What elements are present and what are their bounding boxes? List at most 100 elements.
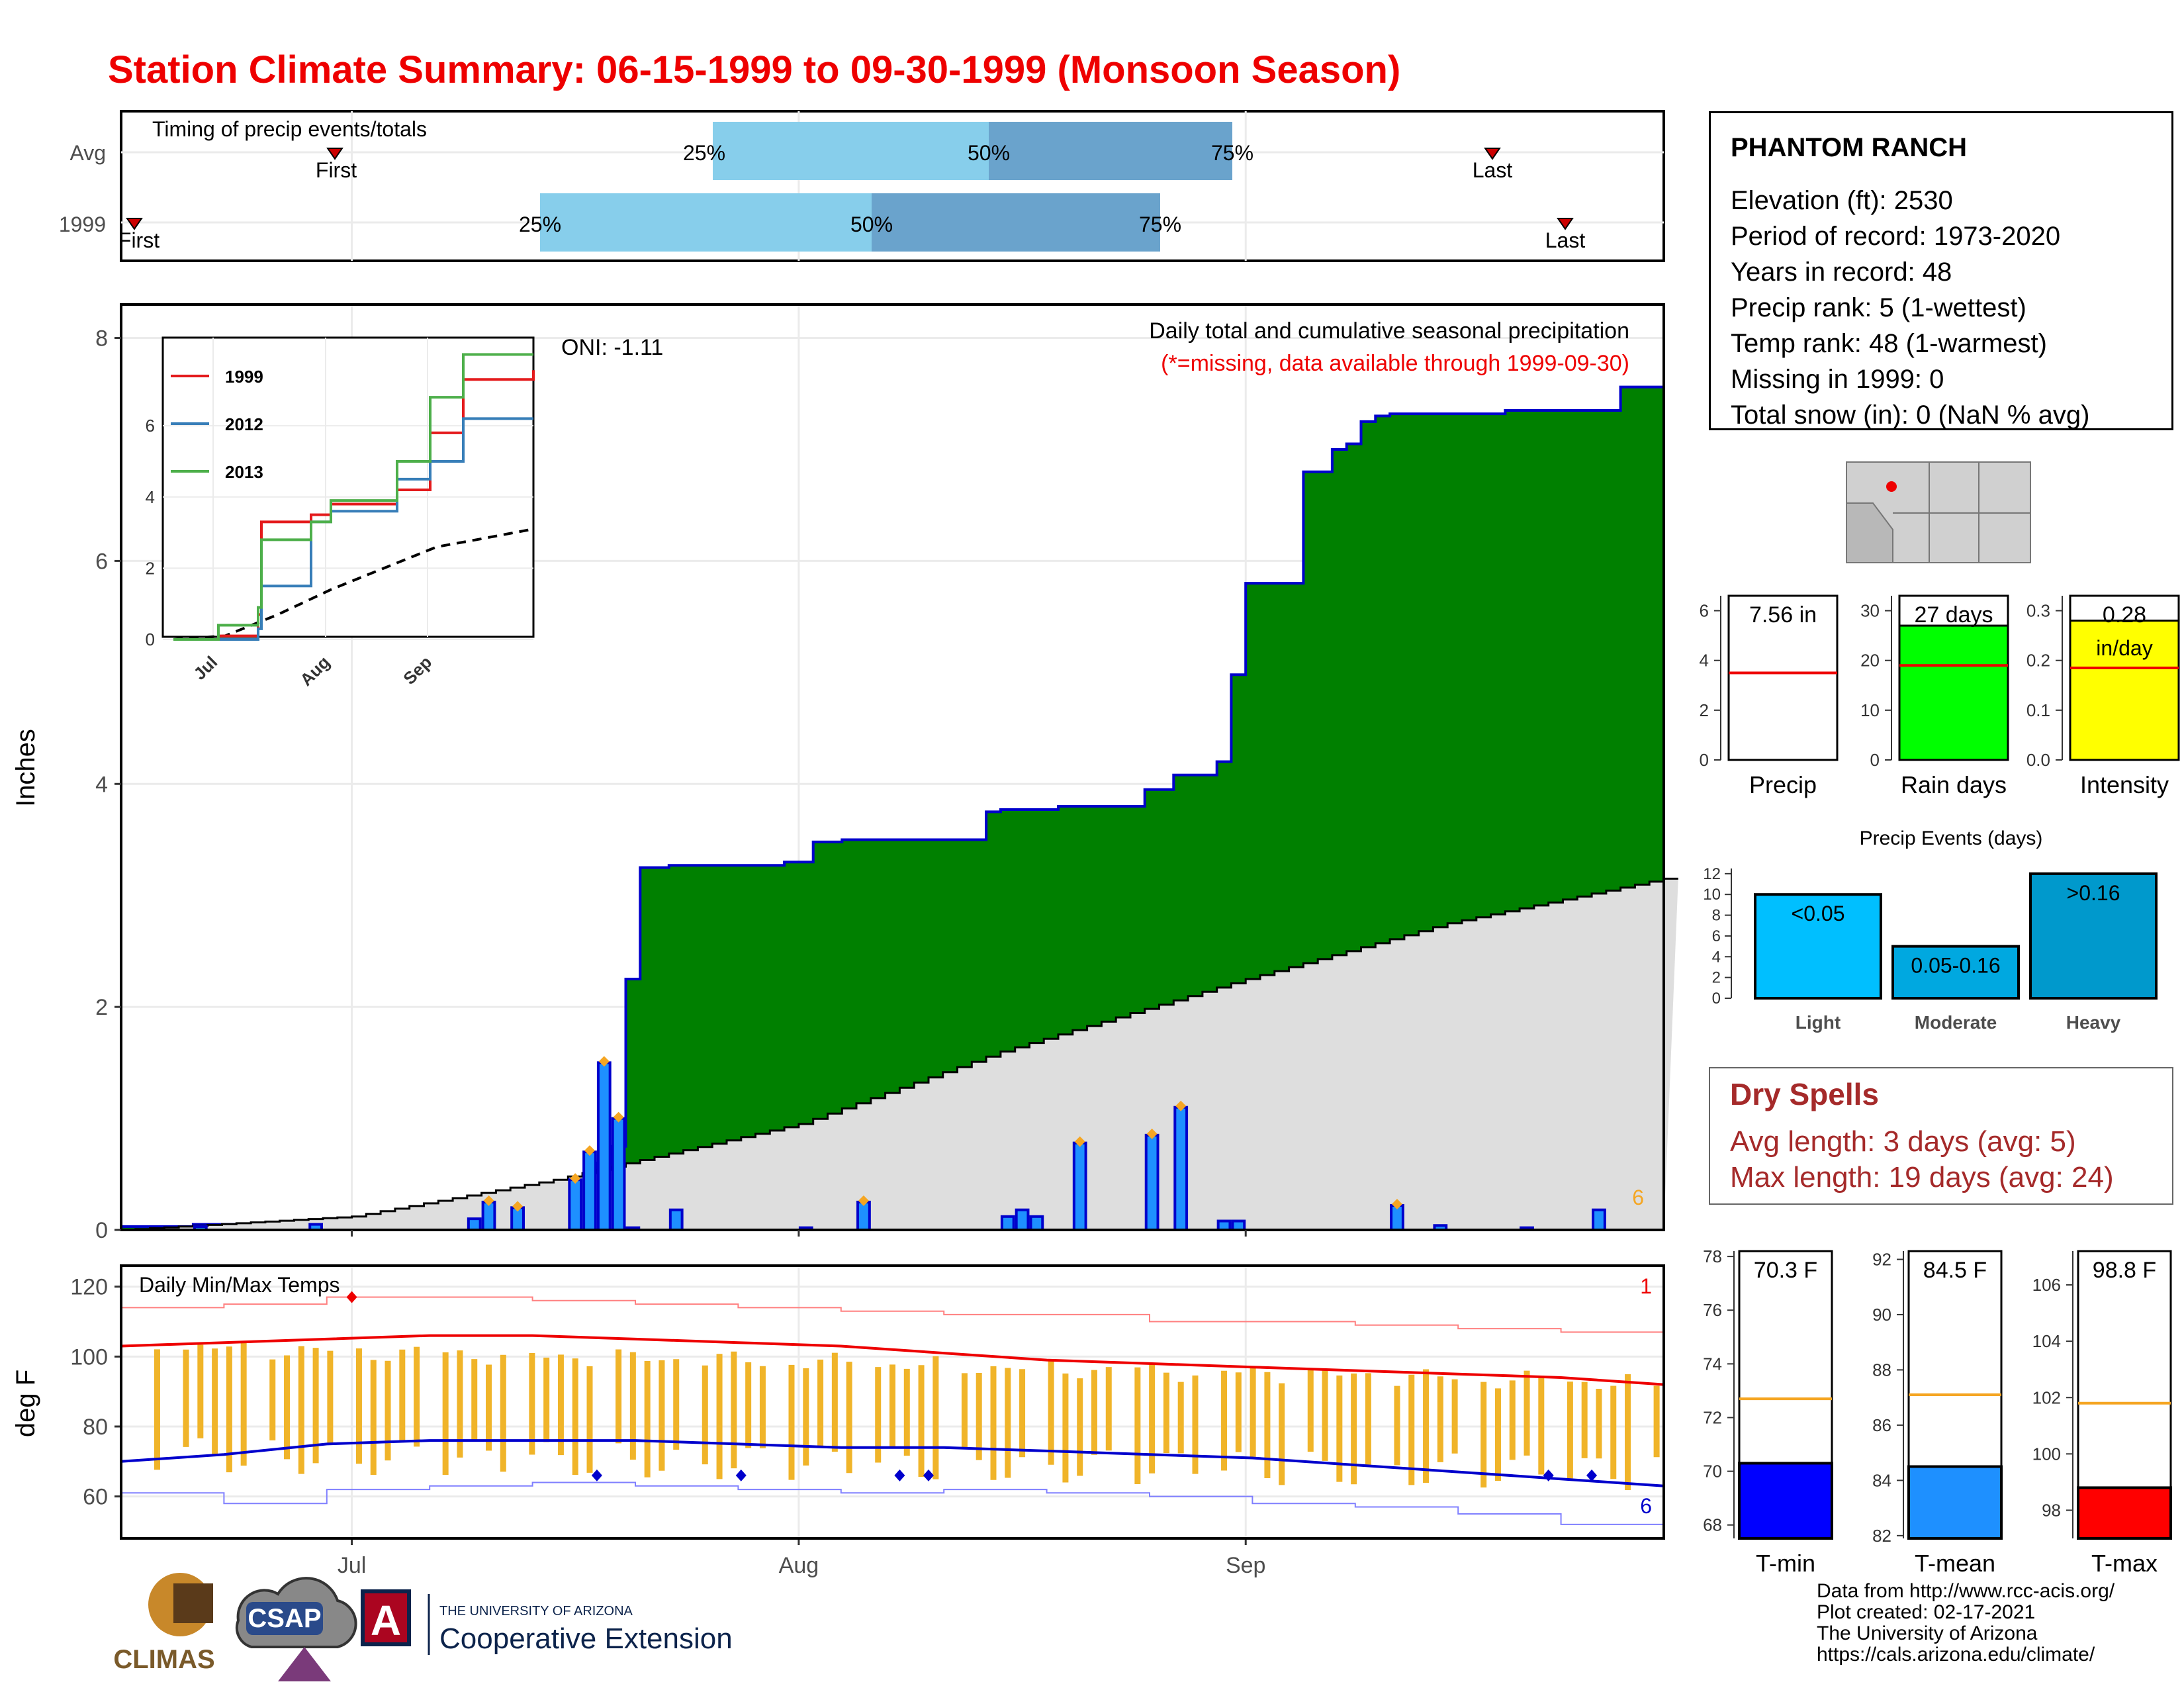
temp-bar-tick-label: 68	[1703, 1515, 1722, 1535]
yr-quartile-25-50	[540, 193, 872, 252]
event-bar	[1754, 893, 1882, 1000]
temps-y-tick-label: 60	[83, 1485, 108, 1510]
temp-bar-value	[2077, 1486, 2172, 1540]
event-bar-label: 0.05-0.16	[1911, 954, 2000, 978]
daily-precip-bar	[596, 1061, 612, 1231]
temps-count-min: 6	[1640, 1494, 1652, 1518]
yr-p75-label: 75%	[1139, 212, 1181, 236]
temp-bar-tick-label: 84	[1872, 1470, 1891, 1490]
heavy-event-marker	[1175, 1100, 1187, 1111]
daily-precip-bar	[1144, 1133, 1160, 1231]
mini-bar-label: Rain days	[1901, 771, 2007, 798]
temp-bar-value-label: 98.8 F	[2093, 1258, 2156, 1283]
timing-row-label: Avg	[69, 141, 106, 165]
footer-line: Plot created: 02-17-2021	[1817, 1601, 2036, 1623]
mini-bar-tick-label: 30	[1860, 601, 1880, 621]
info-snow: Total snow (in): 0 (NaN % avg)	[1731, 400, 2090, 430]
dry-spells-box: Dry Spells Avg length: 3 days (avg: 5) M…	[1709, 1067, 2173, 1205]
temp-series-line	[120, 1439, 1664, 1487]
temp-bar-tick-label: 70	[1703, 1462, 1722, 1481]
record-min-marker	[1543, 1469, 1554, 1481]
temp-bar-value-label: 70.3 F	[1754, 1258, 1817, 1283]
daily-precip-bar	[582, 1150, 597, 1232]
temp-series-line	[120, 1334, 1664, 1386]
daily-precip-bar	[1592, 1208, 1606, 1231]
yr-last-marker	[1557, 218, 1574, 230]
heavy-event-marker	[858, 1195, 869, 1206]
heavy-event-marker	[598, 1056, 610, 1067]
temp-bar-tick-label: 74	[1703, 1354, 1722, 1374]
temps-x-tick-label: Aug	[779, 1553, 819, 1578]
avg-p75-label: 75%	[1211, 141, 1253, 165]
avg-first-marker	[326, 148, 343, 160]
inset-series-line	[173, 353, 533, 641]
footer-line: Data from http://www.rcc-acis.org/	[1817, 1580, 2115, 1602]
dry-spells-max: Max length: 19 days (avg: 24)	[1730, 1161, 2114, 1194]
avg-p25-label: 25%	[683, 141, 725, 165]
mini-bar-unit: in/day	[2096, 636, 2152, 660]
record-min-marker	[923, 1469, 934, 1481]
temp-bar-label: T-min	[1756, 1550, 1815, 1577]
events-tick-label: 6	[1712, 927, 1721, 945]
heavy-event-marker	[483, 1195, 494, 1206]
daily-precip-bar	[1015, 1208, 1030, 1231]
mini-bar-value	[1727, 594, 1839, 761]
ua-logo-small-text: THE UNIVERSITY OF ARIZONA	[439, 1604, 633, 1618]
climas-logo-block	[173, 1583, 213, 1623]
temp-bar-tick-label: 88	[1872, 1360, 1891, 1380]
mini-bar-tick-label: 10	[1860, 700, 1880, 720]
page-title: Station Climate Summary: 06-15-1999 to 0…	[108, 48, 1401, 91]
mini-bar-tick-label: 0.0	[2026, 750, 2050, 770]
heavy-event-marker	[584, 1145, 596, 1156]
record-max-marker	[346, 1291, 357, 1303]
mini-bar-value	[2069, 620, 2180, 761]
mini-bar-tick-label: 0.1	[2026, 700, 2050, 720]
record-min-marker	[591, 1469, 602, 1481]
events-tick-label: 10	[1703, 886, 1721, 904]
temp-bar-tick-label: 102	[2032, 1387, 2061, 1407]
event-bar-label: >0.16	[2067, 881, 2120, 905]
daily-precip-bar	[1029, 1215, 1044, 1232]
temp-bar-tick-label: 92	[1872, 1250, 1891, 1270]
average-cumulative-line	[121, 877, 1678, 1231]
dry-spells-title: Dry Spells	[1730, 1077, 1879, 1111]
daily-precip-bar	[611, 1117, 626, 1232]
temp-bar-value	[1907, 1465, 2003, 1540]
temps-x-tick-label: Jul	[338, 1553, 366, 1578]
mini-bar-tick-label: 0	[1870, 750, 1880, 770]
footer-line: The University of Arizona	[1817, 1622, 2038, 1644]
temp-bar-label: T-max	[2091, 1550, 2158, 1577]
mini-bar-value	[1898, 624, 2009, 761]
inset-y-tick: 4	[146, 487, 155, 507]
inset-legend-label: 1999	[225, 367, 263, 387]
daily-precip-bar	[467, 1217, 482, 1231]
yr-quartile-50-75	[872, 193, 1160, 252]
mini-bar-tick-label: 0.3	[2026, 601, 2050, 621]
mini-bar-value-label: 27 days	[1914, 602, 1993, 628]
temps-panel-frame	[120, 1264, 1665, 1540]
yr-first-marker	[126, 218, 143, 230]
ua-logo-big-text: Cooperative Extension	[439, 1622, 733, 1655]
daily-precip-bar	[1173, 1105, 1189, 1232]
yr-first-label: First	[118, 228, 159, 252]
temp-bar-tick-label: 98	[2042, 1500, 2061, 1520]
station-location-marker	[1886, 481, 1897, 492]
heavy-event-marker	[1074, 1136, 1085, 1147]
temp-bar-tick-label: 106	[2032, 1275, 2061, 1295]
daily-precip-bar	[1231, 1219, 1246, 1231]
events-tick-label: 2	[1712, 969, 1721, 987]
info-period: Period of record: 1973-2020	[1731, 222, 2061, 251]
mini-bar-value-label: 7.56 in	[1749, 602, 1817, 628]
temps-y-tick-label: 100	[70, 1344, 108, 1370]
info-precip-rank: Precip rank: 5 (1-wettest)	[1731, 293, 2026, 322]
inset-y-tick: 6	[146, 416, 155, 436]
yr-last-label: Last	[1545, 228, 1586, 252]
mini-bar-tick-label: 2	[1700, 700, 1709, 720]
precip-y-tick-label: 4	[95, 772, 108, 797]
events-title: Precip Events (days)	[1860, 827, 2043, 849]
inset-y-tick: 0	[146, 630, 155, 649]
heavy-event-marker	[512, 1201, 523, 1212]
mini-bar-tick-label: 20	[1860, 651, 1880, 671]
record-min-marker	[894, 1469, 905, 1481]
mini-bar-tick-label: 4	[1700, 651, 1709, 671]
